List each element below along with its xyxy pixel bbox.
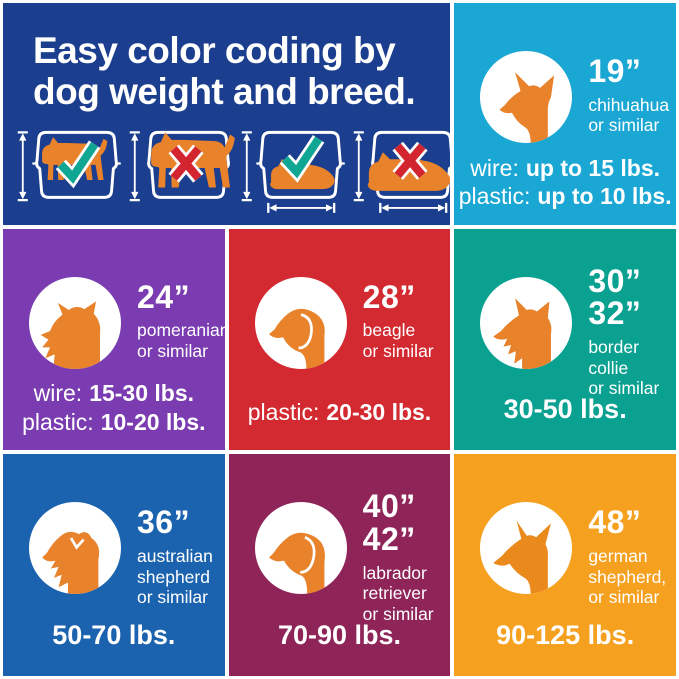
measure-width-arrow-icon xyxy=(379,202,448,213)
australian-shepherd-head-icon xyxy=(42,532,100,595)
labrador-head-icon xyxy=(268,533,325,595)
dog-circle xyxy=(29,276,121,369)
panel-border-collie: 30” 32” border collie or similar 30-50 l… xyxy=(454,228,676,451)
crate-fit-lying-x-icon xyxy=(353,130,451,213)
weight-info: wire: 15-30 lbs. plastic: 10-20 lbs. xyxy=(22,380,206,435)
weight-info: 50-70 lbs. xyxy=(52,619,176,650)
dog-circle xyxy=(254,276,347,369)
crate-size: 28” xyxy=(362,278,416,315)
panel-beagle: 28” beagle or similar plastic: 20-30 lbs. xyxy=(228,228,451,451)
beagle-ear-line xyxy=(298,312,313,350)
breed-name: chihuahua or similar xyxy=(588,94,670,136)
chihuahua-head-icon xyxy=(499,72,555,143)
panel-german-shepherd: 48” german shepherd, or similar 90-125 l… xyxy=(454,454,676,676)
measure-height-arrow-icon xyxy=(17,131,28,202)
panel-pomeranian: 24” pomeranian or similar wire: 15-30 lbs… xyxy=(3,228,225,451)
weight-info: wire: up to 15 lbs. plastic: up to 10 lbs. xyxy=(458,154,672,210)
crate-icon xyxy=(147,130,230,199)
crate-size: 36” xyxy=(137,504,191,541)
breed-name: border collie or similar xyxy=(588,336,660,399)
labrador-ear-line xyxy=(299,536,316,575)
crate-fit-lying-check-icon xyxy=(241,130,345,213)
border-collie-head-icon xyxy=(493,297,552,369)
german-shepherd-head-icon xyxy=(493,521,552,595)
weight-info: 70-90 lbs. xyxy=(277,619,402,650)
weight-info: 30-50 lbs. xyxy=(503,393,627,424)
crate-size: 30” 32” xyxy=(588,262,642,332)
dog-circle xyxy=(254,502,347,595)
dog-circle xyxy=(480,51,573,143)
beagle-head-icon xyxy=(268,308,325,369)
page-title: Easy color coding by dog weight and bree… xyxy=(33,30,416,112)
x-icon xyxy=(392,141,428,180)
crate-size: 48” xyxy=(588,504,642,541)
panel-australian-shepherd: 36” australian shepherd or similar 50-70… xyxy=(3,454,225,676)
dog-circle xyxy=(480,502,573,595)
breed-name: german shepherd, or similar xyxy=(588,545,667,608)
crate-size: 24” xyxy=(137,278,191,315)
measure-height-arrow-icon xyxy=(353,131,364,202)
pomeranian-head-icon xyxy=(40,301,101,369)
measure-width-arrow-icon xyxy=(267,202,336,213)
breed-name: pomeranian or similar xyxy=(137,320,225,361)
breed-name: labrador retriever or similar xyxy=(362,562,434,624)
dog-circle xyxy=(29,502,121,595)
panel-chihuahua: 19” chihuahua or similar wire: up to 15 l… xyxy=(454,3,676,225)
crate-icon xyxy=(371,130,451,199)
crate-fit-standing-x-icon xyxy=(129,130,235,202)
aussie-ear-line xyxy=(69,537,85,551)
measure-height-arrow-icon xyxy=(129,131,140,202)
breed-name: beagle or similar xyxy=(362,320,434,361)
weight-info: 90-125 lbs. xyxy=(496,619,635,650)
header-panel: Easy color coding by dog weight and bree… xyxy=(3,3,451,225)
check-icon xyxy=(55,140,101,189)
measure-height-arrow-icon xyxy=(241,131,252,202)
crate-size: 40” 42” xyxy=(362,488,416,557)
weight-info: plastic: 20-30 lbs. xyxy=(247,398,432,425)
x-icon xyxy=(168,144,204,183)
breed-name: australian shepherd or similar xyxy=(137,545,213,608)
crate-size: 19” xyxy=(588,53,642,89)
crate-icon xyxy=(259,130,342,199)
check-icon xyxy=(279,134,325,183)
crate-sizing-diagram xyxy=(15,124,451,214)
crate-fit-standing-check-icon xyxy=(17,130,121,202)
panel-labrador-retriever: 40” 42” labrador retriever or similar 70… xyxy=(228,454,451,676)
crate-icon xyxy=(35,130,118,199)
dog-circle xyxy=(480,276,573,369)
